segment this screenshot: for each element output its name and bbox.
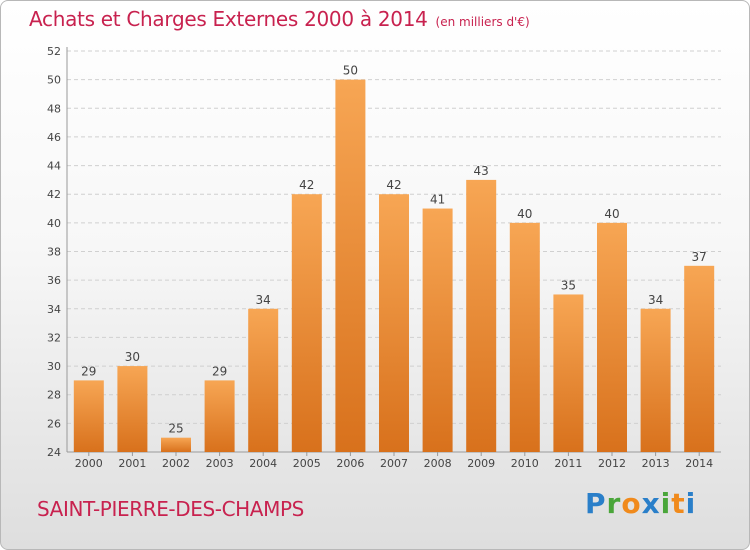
x-tick-label: 2011 xyxy=(554,457,582,470)
x-tick-label: 2008 xyxy=(424,457,452,470)
y-tick-label: 44 xyxy=(47,160,61,173)
bar-value-label: 40 xyxy=(517,207,532,221)
x-tick-label: 2005 xyxy=(293,457,321,470)
proxiti-logo: Proxiti xyxy=(585,487,696,520)
logo-letter: i xyxy=(660,487,672,520)
y-tick-label: 28 xyxy=(47,389,61,402)
bar-value-label: 34 xyxy=(648,293,663,307)
bar-value-label: 29 xyxy=(81,364,96,378)
bar xyxy=(466,179,497,452)
y-tick-label: 34 xyxy=(47,303,61,316)
commune-name: SAINT-PIERRE-DES-CHAMPS xyxy=(37,497,304,521)
x-tick-label: 2009 xyxy=(467,457,495,470)
bar xyxy=(161,437,191,452)
bar xyxy=(248,308,279,452)
bar-value-label: 42 xyxy=(299,178,314,192)
bar xyxy=(335,79,366,453)
y-tick-label: 40 xyxy=(47,217,61,230)
x-tick-label: 2007 xyxy=(380,457,408,470)
y-tick-label: 38 xyxy=(47,246,61,259)
title-row: Achats et Charges Externes 2000 à 2014 (e… xyxy=(29,7,530,31)
bar xyxy=(204,380,235,452)
bar xyxy=(553,294,584,452)
x-tick-label: 2001 xyxy=(118,457,146,470)
x-tick-label: 2004 xyxy=(249,457,277,470)
y-tick-label: 46 xyxy=(47,131,61,144)
bar-value-label: 25 xyxy=(168,422,183,436)
logo-letter: P xyxy=(585,487,607,520)
logo-letter: o xyxy=(621,487,642,520)
bar xyxy=(379,194,409,452)
bar xyxy=(509,222,540,452)
y-tick-label: 24 xyxy=(47,446,61,459)
y-tick-label: 26 xyxy=(47,417,61,430)
y-tick-label: 50 xyxy=(47,74,61,87)
y-tick-label: 48 xyxy=(47,102,61,115)
bar-value-label: 35 xyxy=(561,278,576,292)
bar-value-label: 37 xyxy=(692,250,707,264)
logo-letter: i xyxy=(685,487,697,520)
bar xyxy=(422,208,453,452)
bar-value-label: 41 xyxy=(430,193,445,207)
y-tick-label: 30 xyxy=(47,360,61,373)
bar-value-label: 34 xyxy=(256,293,271,307)
bar xyxy=(684,265,715,452)
y-tick-label: 52 xyxy=(47,45,61,58)
x-tick-label: 2013 xyxy=(642,457,670,470)
x-tick-label: 2010 xyxy=(511,457,539,470)
bar-value-label: 42 xyxy=(386,178,401,192)
y-tick-label: 42 xyxy=(47,188,61,201)
logo-letter: r xyxy=(606,487,622,520)
x-tick-label: 2014 xyxy=(685,457,713,470)
bar-value-label: 50 xyxy=(343,64,358,78)
bar xyxy=(597,222,627,452)
bar-value-label: 30 xyxy=(125,350,140,364)
bar xyxy=(117,366,148,452)
x-tick-label: 2003 xyxy=(206,457,234,470)
chart-title: Achats et Charges Externes 2000 à 2014 xyxy=(29,7,428,31)
y-tick-label: 32 xyxy=(47,331,61,344)
x-tick-label: 2012 xyxy=(598,457,626,470)
logo-letter: t xyxy=(671,487,686,520)
bar xyxy=(291,194,322,452)
y-tick-label: 36 xyxy=(47,274,61,287)
unit-note: (en milliers d'€) xyxy=(435,15,530,29)
logo-letter: x xyxy=(641,487,661,520)
bar-value-label: 40 xyxy=(604,207,619,221)
bar xyxy=(73,380,104,452)
bar-value-label: 29 xyxy=(212,364,227,378)
bar-value-label: 43 xyxy=(474,164,489,178)
x-tick-label: 2002 xyxy=(162,457,190,470)
bar xyxy=(640,308,671,452)
x-tick-label: 2006 xyxy=(336,457,364,470)
x-tick-label: 2000 xyxy=(75,457,103,470)
